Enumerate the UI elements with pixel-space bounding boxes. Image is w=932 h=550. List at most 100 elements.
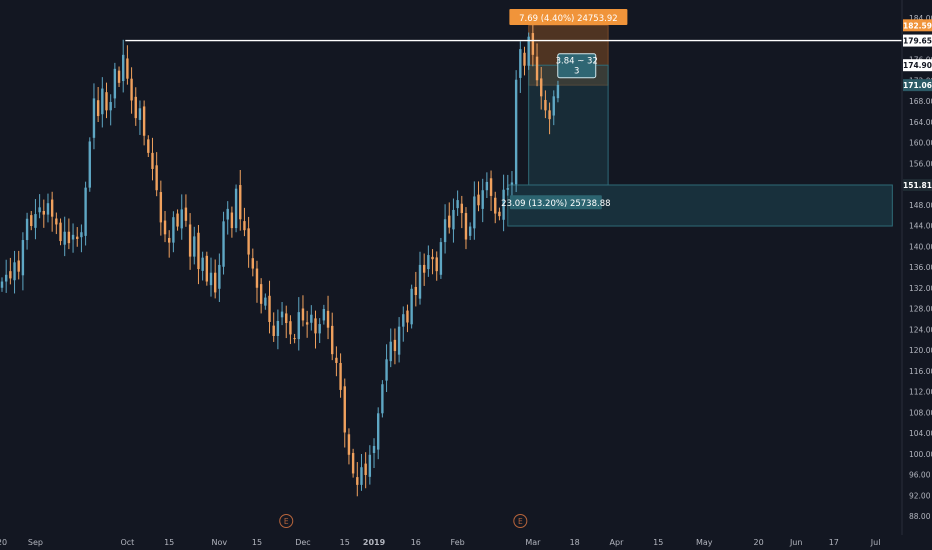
candle-body xyxy=(251,258,254,269)
candle xyxy=(30,210,33,231)
annotation-text-2: 3 xyxy=(574,67,579,77)
annotation-label: 7.69 (4.40%) 24753.92 xyxy=(509,9,628,25)
candle xyxy=(184,194,188,227)
candle-body xyxy=(155,165,158,191)
candle-body xyxy=(84,187,87,236)
candle-body xyxy=(201,257,204,271)
candle-body xyxy=(448,215,451,228)
candle xyxy=(239,169,242,231)
candle xyxy=(138,100,142,135)
candle-body xyxy=(297,312,300,340)
candle-body xyxy=(314,318,317,334)
candle-body xyxy=(343,386,346,433)
candle-body xyxy=(142,106,146,136)
candle-body xyxy=(347,434,351,455)
candle-body xyxy=(464,213,468,240)
candle xyxy=(297,297,300,351)
candle-body xyxy=(402,314,405,327)
price-tick-label: 148.00 xyxy=(909,201,932,210)
candle-body xyxy=(34,214,37,228)
price-tick-label: 132.00 xyxy=(909,284,932,293)
candle-body xyxy=(193,236,196,257)
candle-body xyxy=(126,58,129,79)
price-tick-label: 164.00 xyxy=(909,118,932,127)
candle-body xyxy=(318,324,321,334)
candle-body xyxy=(42,210,45,215)
candle-body xyxy=(209,272,213,286)
candle xyxy=(4,259,8,293)
candle-body xyxy=(101,88,104,115)
candle-body xyxy=(130,78,133,101)
candle xyxy=(46,193,50,223)
candle-body xyxy=(301,308,305,321)
time-tick-label: 15 xyxy=(653,538,663,547)
candle-body xyxy=(163,220,167,235)
candle-body xyxy=(356,477,359,485)
candle xyxy=(255,260,259,303)
candle-body xyxy=(276,320,280,336)
candle xyxy=(289,315,292,345)
price-tick-label: 168.00 xyxy=(909,97,932,106)
candle xyxy=(468,222,472,241)
candle xyxy=(168,230,171,258)
price-tick-label: 144.00 xyxy=(909,222,932,231)
time-tick-label: 16 xyxy=(411,538,421,547)
candle xyxy=(205,251,209,286)
candle-body xyxy=(50,199,54,217)
candle-body xyxy=(113,68,117,99)
candle-body xyxy=(222,221,225,267)
price-tick-label: 100.00 xyxy=(909,450,932,459)
candle xyxy=(109,94,112,126)
candle xyxy=(502,174,505,232)
candle xyxy=(251,248,254,277)
candle-body xyxy=(443,219,447,243)
candle-body xyxy=(510,182,514,185)
time-tick-label: Jul xyxy=(870,538,881,547)
price-tick-label: 136.00 xyxy=(909,263,932,272)
candlesticks xyxy=(0,18,560,497)
candle-body xyxy=(197,232,200,270)
time-axis[interactable]: 20 Sep Oct 15 Nov 15 Dec 15 2019 16 Feb Mar 18 Apr 15 M… xyxy=(0,538,880,547)
candle-body xyxy=(122,54,125,82)
candle-body xyxy=(360,467,363,485)
candle xyxy=(42,199,45,228)
candle xyxy=(71,223,75,253)
candle-body xyxy=(452,209,455,230)
candle-body xyxy=(30,215,33,227)
candle-body xyxy=(506,188,509,190)
candle-body xyxy=(21,240,25,276)
candle-body xyxy=(9,271,12,279)
candle xyxy=(335,346,338,377)
candle xyxy=(506,174,509,196)
price-tag: 151.81 xyxy=(903,178,932,191)
candle xyxy=(17,250,20,280)
candle-body xyxy=(280,311,284,318)
price-tick-label: 120.00 xyxy=(909,346,932,355)
time-tick-label: May xyxy=(696,538,713,547)
candle xyxy=(377,407,380,460)
candle-body xyxy=(17,260,20,272)
price-tag-text: 179.65 xyxy=(903,37,932,46)
candle-body xyxy=(427,255,430,270)
candle-body xyxy=(502,189,505,220)
candle xyxy=(38,194,41,219)
price-tick-label: 160.00 xyxy=(909,139,932,148)
candle xyxy=(280,302,284,326)
annotation-text: 3.84 ~ 32 xyxy=(556,57,598,67)
candle-body xyxy=(0,281,4,288)
candle xyxy=(105,82,108,119)
candle-body xyxy=(67,231,71,244)
candle xyxy=(397,317,401,363)
price-tick-label: 88.00 xyxy=(909,512,931,521)
price-tick-label: 140.00 xyxy=(909,242,932,251)
annotation-text: 23.09 (13.20%) 25738.88 xyxy=(501,199,610,209)
time-tick-label: 20 xyxy=(753,538,763,547)
candle xyxy=(544,90,547,119)
price-tick-label: 184.00 xyxy=(909,14,932,23)
candle xyxy=(402,306,405,342)
candle xyxy=(305,310,309,338)
candle xyxy=(222,211,225,275)
